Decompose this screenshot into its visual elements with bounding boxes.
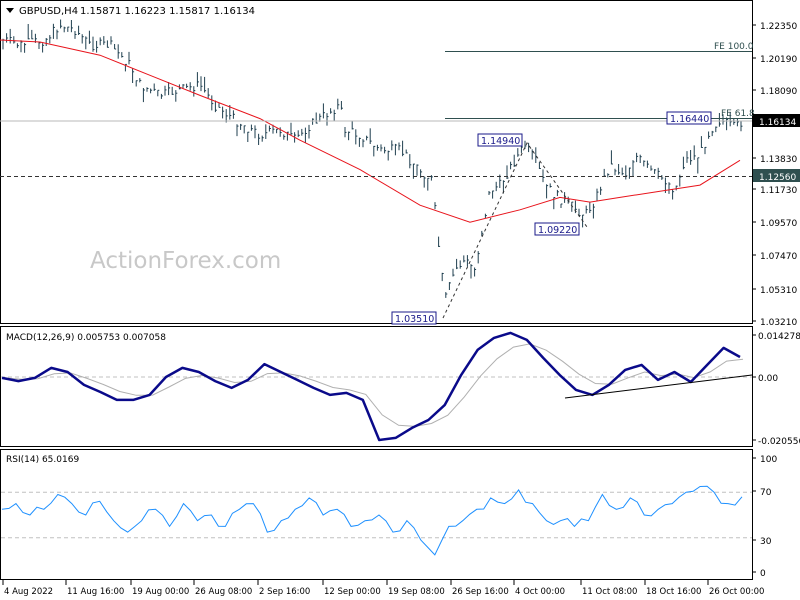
time-tick-label: 4 Oct 00:00 <box>515 587 565 597</box>
price-plot: FE 100.0 FE 61.8 1.14940 1.09220 1.03510 1.16… <box>0 19 755 325</box>
axes: 1.22350 1.20190 1.18090 1.16134 1.13830 1.125… <box>2 22 800 597</box>
price-tick-label: 1.07470 <box>760 252 797 262</box>
moving-average-line <box>0 39 741 223</box>
time-tick-label: 11 Aug 16:00 <box>67 587 124 597</box>
rsi-title: RSI(14) 65.0169 <box>6 455 79 465</box>
macd-trendline <box>564 374 753 399</box>
macd-plot <box>1 331 753 442</box>
rsi-tick-label: 100 <box>760 455 777 465</box>
price-label: 1.14940 <box>481 136 520 147</box>
price-label-box <box>391 311 437 325</box>
rsi-plot <box>1 485 752 556</box>
time-tick-label: 26 Aug 08:00 <box>195 587 252 597</box>
rsi-tick-label: 70 <box>760 488 772 498</box>
macd-tick-label: 0.014278 <box>758 332 800 342</box>
price-label-box <box>666 111 712 125</box>
price-tick-label: 1.22350 <box>760 22 797 32</box>
price-tick-label: 1.18090 <box>760 87 797 97</box>
rsi-panel-frame <box>0 449 753 580</box>
current-price-tag <box>753 114 800 127</box>
price-label: 1.16440 <box>670 114 709 125</box>
time-tick-label: 19 Aug 00:00 <box>132 587 189 597</box>
time-tick-label: 26 Oct 00:00 <box>709 587 764 597</box>
rsi-tick-label: 0 <box>760 569 766 579</box>
wave-projection-line <box>442 142 588 319</box>
fe-100-label: FE 100.0 <box>714 42 754 52</box>
price-tick-label: 1.03210 <box>760 318 797 328</box>
fe-61-8-label: FE 61.8 <box>721 109 755 119</box>
time-tick-label: 18 Oct 16:00 <box>646 587 701 597</box>
time-tick-label: 26 Sep 16:00 <box>452 587 509 597</box>
level-value: 1.12560 <box>759 173 796 183</box>
macd-tick-label: 0.00 <box>758 374 778 384</box>
price-tick-label: 1.20190 <box>760 55 797 65</box>
macd-line <box>1 331 741 442</box>
watermark: ActionForex.com <box>90 248 281 274</box>
price-label: 1.03510 <box>395 314 434 325</box>
price-tick-label: 1.09570 <box>760 219 797 229</box>
rsi-line <box>1 485 743 556</box>
symbol-label: GBPUSD,H4 <box>19 6 78 17</box>
time-tick-label: 11 Oct 08:00 <box>582 587 637 597</box>
dropdown-triangle-icon[interactable] <box>6 8 14 13</box>
time-tick-label: 19 Sep 08:00 <box>388 587 445 597</box>
time-tick-label: 12 Sep 00:00 <box>324 587 381 597</box>
price-tick-label: 1.13830 <box>760 155 797 165</box>
macd-title: MACD(12,26,9) 0.005753 0.007058 <box>6 333 166 343</box>
ohlc-readout: 1.15871 1.16223 1.15817 1.16134 <box>80 6 255 17</box>
time-tick-label: 2 Sep 16:00 <box>259 587 310 597</box>
price-label: 1.09220 <box>538 225 577 236</box>
price-tick-label: 1.11730 <box>760 186 797 196</box>
rsi-tick-label: 30 <box>760 537 772 547</box>
current-price-value: 1.16134 <box>759 118 796 128</box>
price-panel-frame <box>0 0 753 324</box>
macd-signal-line <box>4 343 744 427</box>
price-tick-label: 1.05310 <box>760 286 797 296</box>
price-label-box <box>477 133 523 147</box>
time-tick-label: 4 Aug 2022 <box>4 587 53 597</box>
macd-tick-label: -0.020556 <box>758 437 800 447</box>
price-label-box <box>534 222 580 236</box>
level-tag <box>753 169 800 182</box>
macd-panel-frame <box>0 326 753 447</box>
